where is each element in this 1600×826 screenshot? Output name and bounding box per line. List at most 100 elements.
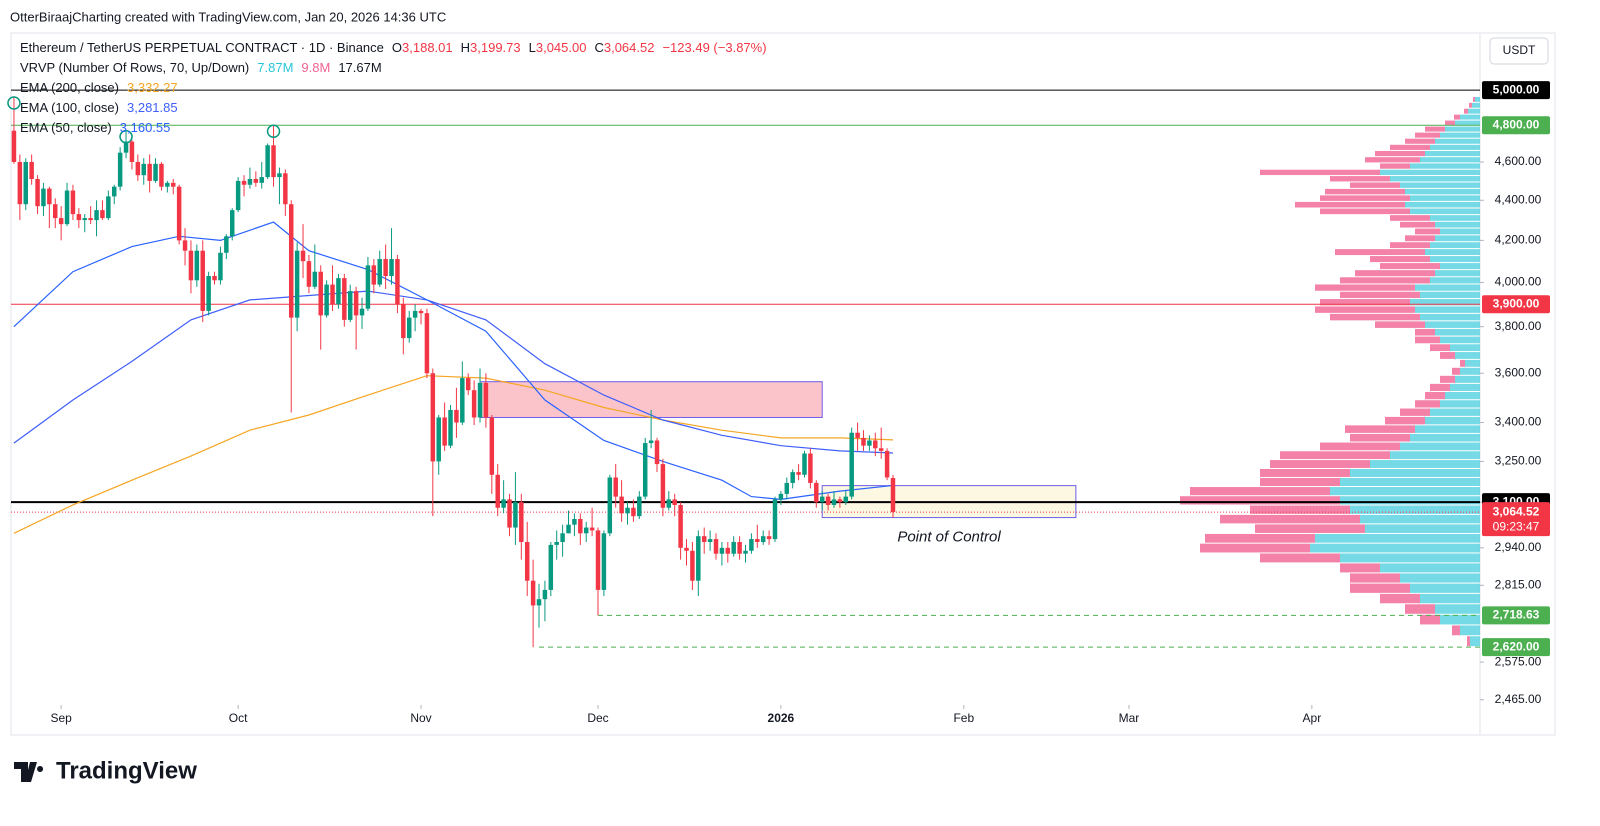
last-price-label: 3,064.52 [1493,504,1540,518]
vrvp-total: 17.67M [338,60,381,75]
candle-body [625,507,630,514]
y-tick-label: 3,400.00 [1495,415,1542,429]
candle-body [707,539,713,542]
vp-down-bar [1440,375,1455,383]
candle-body [690,550,695,581]
y-tick-label: 4,600.00 [1495,154,1542,168]
plot-area: Point of Control 4,600.00 4,400.00 4,200.00… [7,81,1550,725]
vp-up-bar [1315,533,1480,543]
candle-body [318,271,323,316]
vp-up-bar [1380,169,1480,176]
candle-body [53,204,58,219]
vp-up-bar [1390,451,1480,460]
vp-up-bar [1435,235,1480,242]
vp-down-bar [1473,97,1475,102]
vp-down-bar [1315,284,1415,291]
candle-body [760,536,766,542]
x-tick-label: Feb [953,711,974,725]
vp-down-bar [1415,336,1440,344]
vp-up-bar [1450,344,1480,352]
candle-body [737,541,742,554]
candle-body [507,499,512,528]
x-tick-label: Nov [410,711,431,725]
ohlc-key: O [392,40,402,55]
vp-down-bar [1320,195,1410,201]
candle-body [631,507,636,517]
vp-up-bar [1468,108,1480,114]
candle-body [212,276,217,281]
candle-body [637,496,642,517]
vp-up-bar [1475,97,1480,102]
candle-body [867,440,872,446]
vp-down-bar [1340,563,1380,573]
candle-body [283,173,288,205]
candle-body [489,417,495,475]
candle-body [265,145,270,178]
vp-down-bar [1320,299,1410,306]
vp-down-bar [1467,636,1470,647]
candle-body [542,589,548,600]
vp-up-bar [1435,221,1480,228]
vp-down-bar [1460,359,1465,367]
currency-button[interactable] [1489,37,1549,65]
candle-body [471,390,477,418]
candle-body [501,499,506,508]
vp-up-bar [1400,573,1480,583]
candle-body [672,499,677,505]
candle-body [796,472,801,475]
vp-up-bar [1360,514,1480,524]
vp-down-bar [1315,306,1415,313]
x-tick-label: Mar [1119,711,1140,725]
ohlc-value: 3,199.73 [470,40,521,55]
level-label-box [1482,81,1550,100]
candle-body [70,190,76,215]
candle-body [519,502,524,542]
candle-body [843,496,849,503]
candle-body [135,161,141,176]
vp-down-bar [1375,150,1425,157]
vp-down-bar [1452,367,1460,375]
high-marker [119,129,133,144]
candle-body [825,496,831,505]
vp-up-bar [1410,195,1480,201]
candle-body [106,196,111,219]
candle-body [814,482,819,503]
candle-body [430,373,436,462]
y-tick-label: 4,400.00 [1495,192,1542,206]
vp-down-bar [1469,102,1472,108]
candle-body [755,539,760,542]
vp-down-bar [1415,132,1440,138]
vp-up-bar [1420,291,1480,299]
legend-row: Ethereum / TetherUS PERPETUAL CONTRACT ·… [20,40,767,55]
y-tick-label: 2,465.00 [1495,692,1542,706]
vp-up-bar [1430,256,1480,263]
legend-row: EMA (100, close) 3,281.85 [20,100,178,115]
candle-body [294,250,300,318]
vp-down-bar [1250,505,1350,514]
vp-down-bar [1380,593,1420,604]
candle-body [831,499,837,505]
vp-up-bar [1425,321,1480,328]
vp-down-bar [1405,604,1435,614]
candle-body [613,477,618,497]
vp-up-bar [1455,120,1480,126]
level-label-box [1482,116,1550,135]
vp-down-bar [1400,221,1435,228]
candle-body [383,259,388,277]
vp-down-bar [1452,625,1460,636]
ohlc-value: 3,045.00 [536,40,587,55]
currency-label[interactable]: USDT [1503,43,1536,57]
x-tick-label: Sep [50,711,72,725]
vp-up-bar [1420,157,1480,163]
ema-value: 3,332.27 [127,80,178,95]
vp-down-bar [1390,144,1430,150]
vp-down-bar [1390,215,1430,221]
y-tick-label: 2,575.00 [1495,654,1542,668]
candle-body [772,499,778,540]
candle-body [100,210,105,219]
vp-down-bar [1415,228,1440,235]
candle-body [855,432,860,438]
candle-body [235,180,241,211]
candle-body [277,173,282,178]
vp-down-bar [1390,242,1430,249]
